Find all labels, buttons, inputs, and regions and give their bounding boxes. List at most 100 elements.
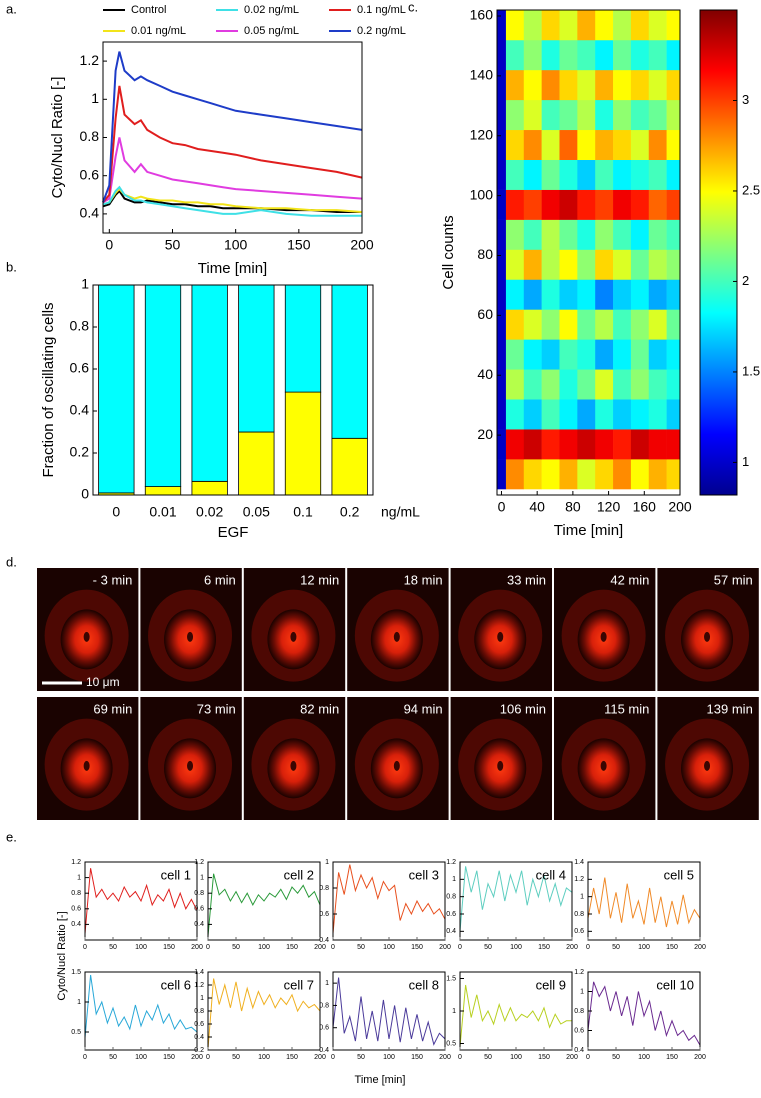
y-tick-label: 1 [200,995,204,1002]
heatmap-cell [577,249,596,280]
heatmap-cell [630,429,650,460]
x-tick-label: 200 [566,944,578,951]
series-line [332,864,446,934]
image-frame: 82 min [243,697,346,820]
heatmap-cell [523,399,542,430]
panel-title: cell 6 [161,977,191,992]
bar-segment [98,284,135,494]
y-tick-label: 160 [470,7,494,23]
series-line [102,185,362,217]
heatmap-cell [505,69,525,101]
heatmap-cell [595,159,614,190]
x-tick-label: 0.2 [340,504,360,520]
heatmap-cell [613,339,632,370]
x-tick-label: 50 [484,1054,492,1061]
colorbar-tick-label: 2.5 [742,182,760,197]
y-tick-label: 0.8 [446,894,456,901]
x-tick-label: 150 [411,1054,423,1061]
heatmap-cell [523,69,542,101]
bar-segment [284,284,322,393]
heatmap-cell [613,219,632,250]
heatmap-cell [541,99,560,131]
x-tick-label: 80 [565,498,581,514]
x-tick-label: 0 [105,236,113,252]
x-axis-label: Time [min] [355,1074,406,1086]
series-line [102,85,363,204]
heatmap-cell [559,129,578,160]
x-tick-label: 40 [529,498,545,514]
x-tick-label: 0 [83,944,87,951]
nucleolus [600,760,607,771]
legend-label: 0.1 ng/mL [357,4,406,16]
heatmap-cell [595,369,614,400]
x-axis-label: EGF [218,524,249,541]
y-tick-label: 140 [470,67,494,83]
heatmap-cell [613,69,632,101]
legend-label: 0.05 ng/mL [244,25,299,37]
heatmap-cell [505,10,525,41]
heatmap-cell [666,99,681,131]
y-tick-label: 0.6 [71,906,81,913]
y-tick-label: 1.5 [71,969,81,976]
heatmap-cell [559,159,578,190]
series-line [459,866,573,932]
panel-title: cell 4 [536,867,566,882]
heatmap-cell [497,129,507,160]
bar-segment [238,431,275,496]
heatmap-cell [648,399,667,430]
legend-label: 0.01 ng/mL [131,25,186,37]
y-tick-label: 0.6 [80,166,100,182]
x-tick-label: 0 [458,944,462,951]
plot-frame [102,41,363,234]
y-tick-label: 1.2 [574,969,584,976]
x-tick-label: 0.02 [196,504,223,520]
x-tick-label: 100 [638,1054,650,1061]
y-tick-label: 0.4 [446,928,456,935]
heatmap-cell [523,99,542,131]
plot-frame [92,284,374,496]
heatmap-cell [648,249,667,280]
panel-label: b. [6,259,17,274]
heatmap-cell [505,249,525,280]
heatmap-cell [541,189,560,220]
y-tick-label: 1.2 [71,859,81,866]
nucleolus [187,631,194,642]
x-tick-label: 50 [357,1054,365,1061]
x-tick-label: 160 [633,498,657,514]
x-tick-label: 150 [286,1054,298,1061]
heatmap-cell [648,369,667,400]
x-tick-label: 150 [286,944,298,951]
heatmap-cell [630,369,650,400]
heatmap-cell [613,399,632,430]
x-tick-label: 50 [109,944,117,951]
x-tick-label: 0 [206,1054,210,1061]
heatmap-cell [541,339,560,370]
y-tick-label: 0.6 [574,1027,584,1034]
legend-label: Control [131,4,166,16]
x-tick-label: 200 [668,498,692,514]
colorbar-tick-label: 2 [742,273,749,288]
x-tick-label: 150 [163,944,175,951]
x-tick-label: 100 [135,1054,147,1061]
y-tick-label: 40 [477,366,493,382]
heatmap-cell [666,129,681,160]
y-axis-label: Cyto/Nucl Ratio [-] [56,911,68,1000]
heatmap-cell [497,369,507,400]
heatmap-cell [595,69,614,101]
panel-title: cell 1 [161,867,191,882]
heatmap-cell [630,69,650,101]
panel-title: cell 2 [284,867,314,882]
heatmap-cell [541,369,560,400]
heatmap-cell [541,39,560,71]
legend-label: 0.2 ng/mL [357,25,406,37]
heatmap-cell [523,429,542,460]
bar-segment [144,486,182,496]
series-line [84,868,198,934]
heatmap-cell [577,369,596,400]
heatmap-cell [666,399,681,430]
heatmap-cell [648,159,667,190]
heatmap-cell [613,279,632,310]
colorbar [699,9,738,496]
time-label: 106 min [500,701,546,716]
heatmap-cell [559,339,578,370]
